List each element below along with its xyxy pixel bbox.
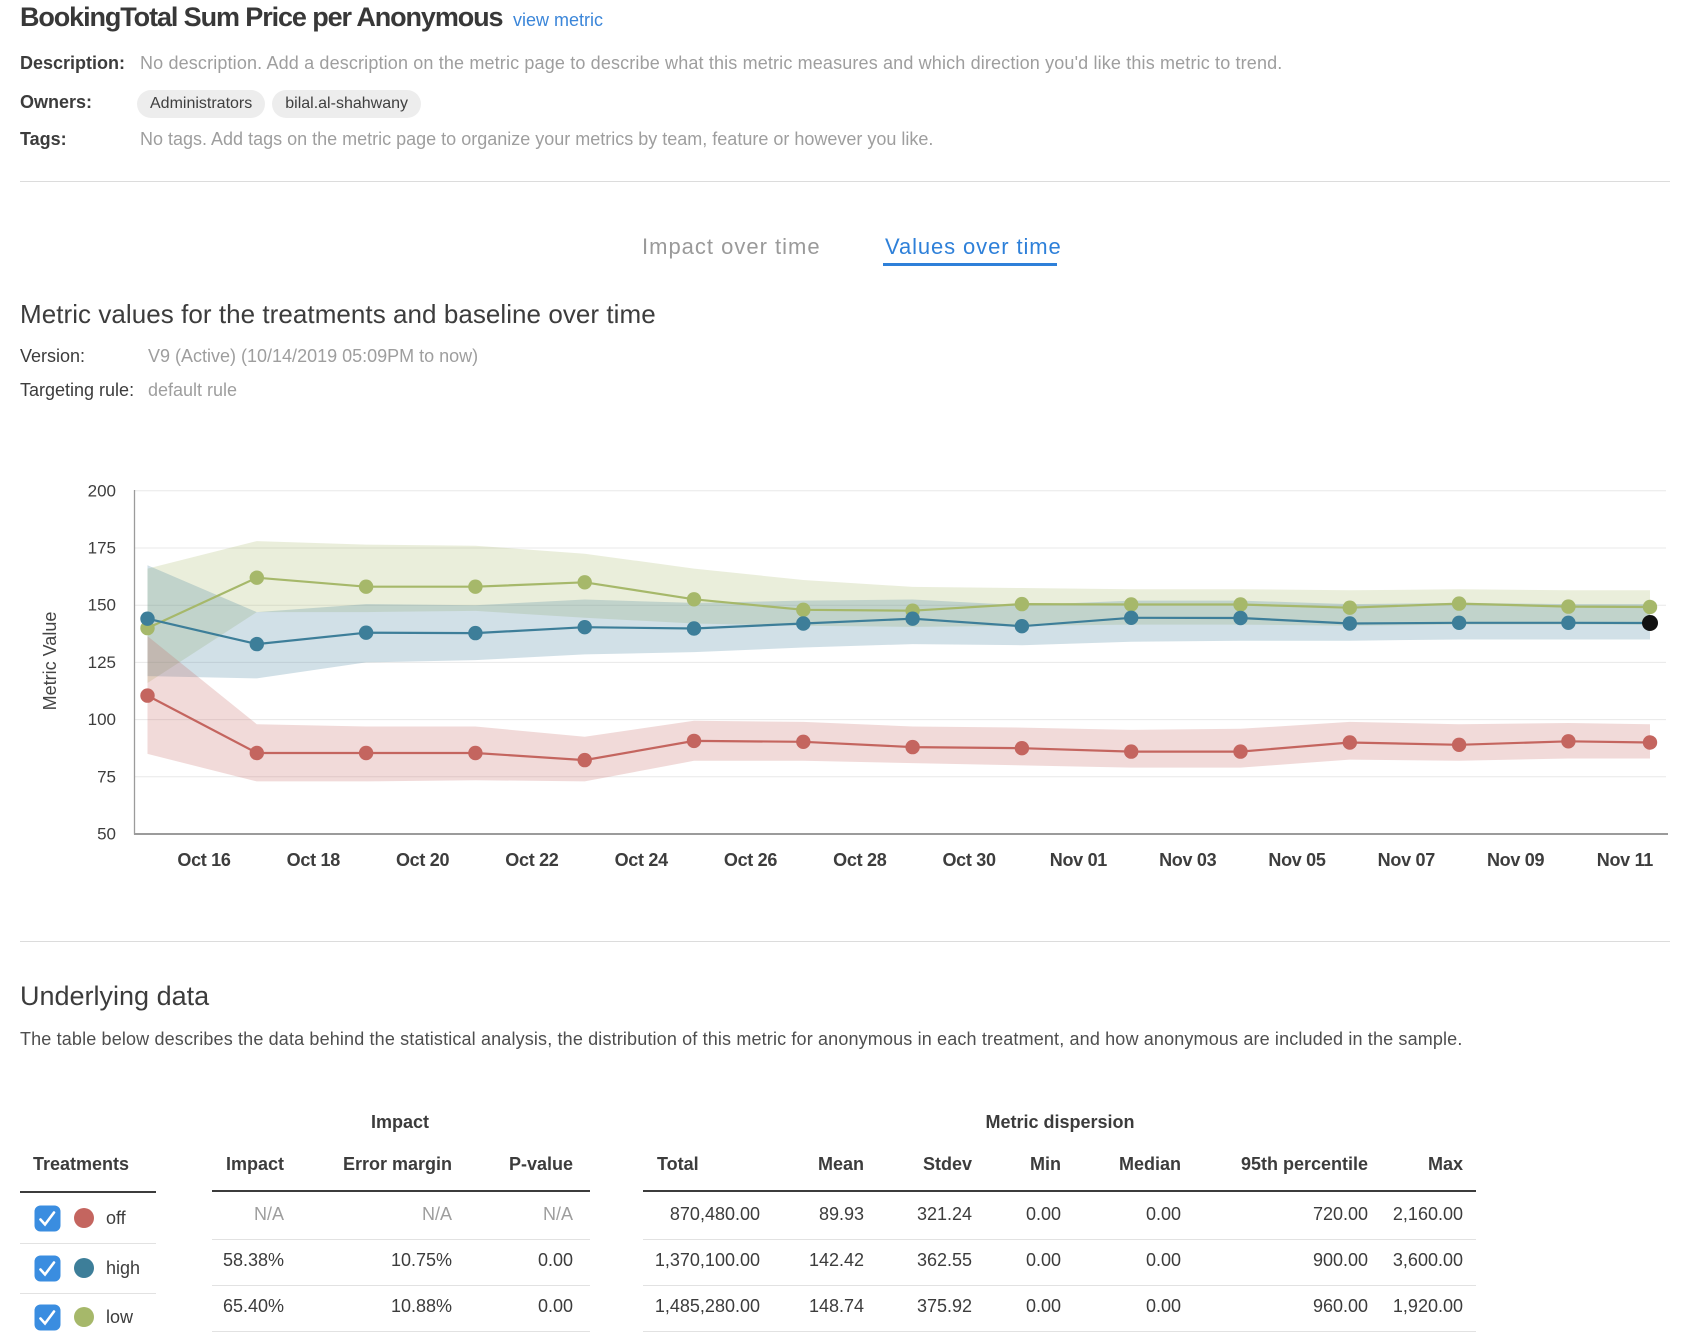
svg-text:Oct 24: Oct 24 <box>615 850 669 870</box>
svg-text:150: 150 <box>88 596 116 615</box>
svg-text:125: 125 <box>88 653 116 672</box>
svg-text:50: 50 <box>97 825 116 844</box>
svg-text:Oct 18: Oct 18 <box>287 850 341 870</box>
svg-text:100: 100 <box>88 710 116 729</box>
svg-text:Nov 01: Nov 01 <box>1050 850 1108 870</box>
svg-text:Nov 11: Nov 11 <box>1597 850 1654 870</box>
svg-text:Metric Value: Metric Value <box>40 612 60 711</box>
svg-text:200: 200 <box>88 481 116 500</box>
svg-text:Oct 28: Oct 28 <box>833 850 887 870</box>
svg-text:Nov 03: Nov 03 <box>1159 850 1217 870</box>
svg-text:Nov 05: Nov 05 <box>1268 850 1326 870</box>
svg-text:Oct 26: Oct 26 <box>724 850 778 870</box>
svg-text:75: 75 <box>97 767 116 786</box>
svg-text:175: 175 <box>88 539 116 558</box>
svg-text:Oct 22: Oct 22 <box>505 850 559 870</box>
svg-text:Oct 16: Oct 16 <box>177 850 231 870</box>
svg-text:Oct 20: Oct 20 <box>396 850 450 870</box>
svg-text:Nov 07: Nov 07 <box>1378 850 1436 870</box>
svg-text:Oct 30: Oct 30 <box>942 850 996 870</box>
svg-text:Nov 09: Nov 09 <box>1487 850 1545 870</box>
